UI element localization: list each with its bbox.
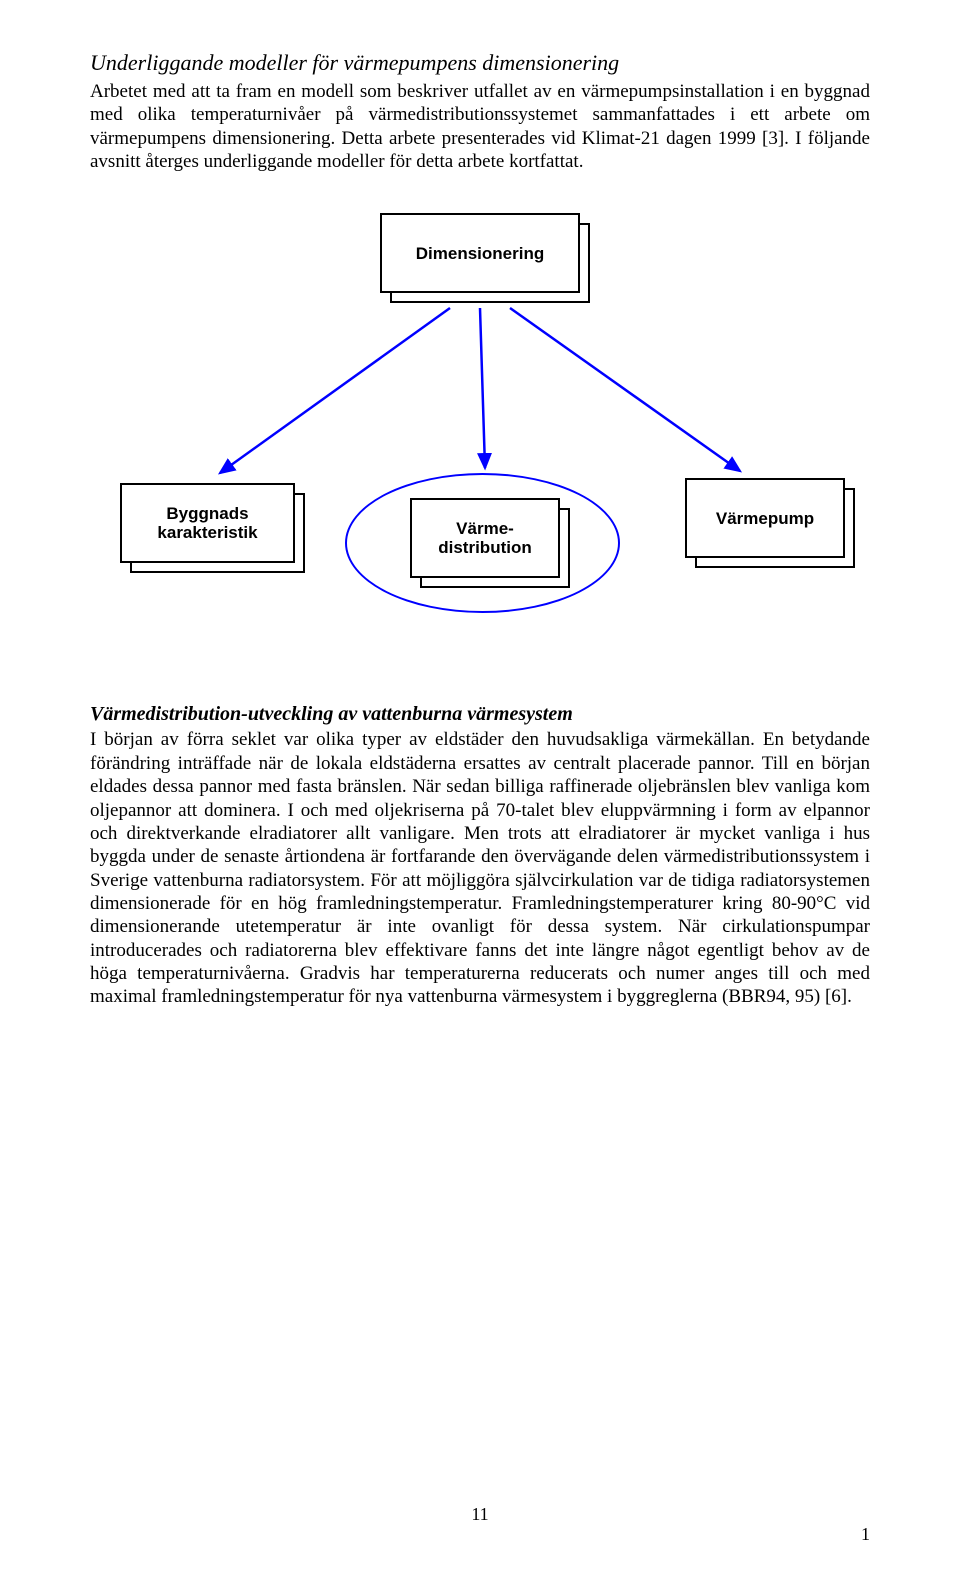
section-title: Underliggande modeller för värmepumpens … [90,50,870,76]
node-varmepump: Värmepump [685,478,845,558]
node-varmedistribution-label: Värme- distribution [410,498,560,578]
diagram: Dimensionering Byggnads karakteristik Vä… [90,213,870,633]
node-dimensionering-label: Dimensionering [380,213,580,293]
page-number-local: 11 [0,1504,960,1525]
body-paragraph: I början av förra seklet var olika typer… [90,728,870,1008]
subheading: Värmedistribution-utveckling av vattenbu… [90,703,870,726]
node-varmedistribution: Värme- distribution [410,498,560,578]
node-dimensionering: Dimensionering [380,213,580,293]
page: Underliggande modeller för värmepumpens … [0,0,960,1585]
node-byggnads-label: Byggnads karakteristik [120,483,295,563]
intro-paragraph: Arbetet med att ta fram en modell som be… [90,80,870,173]
node-byggnads: Byggnads karakteristik [120,483,295,563]
node-varmepump-label: Värmepump [685,478,845,558]
page-number-global: 1 [861,1524,870,1545]
